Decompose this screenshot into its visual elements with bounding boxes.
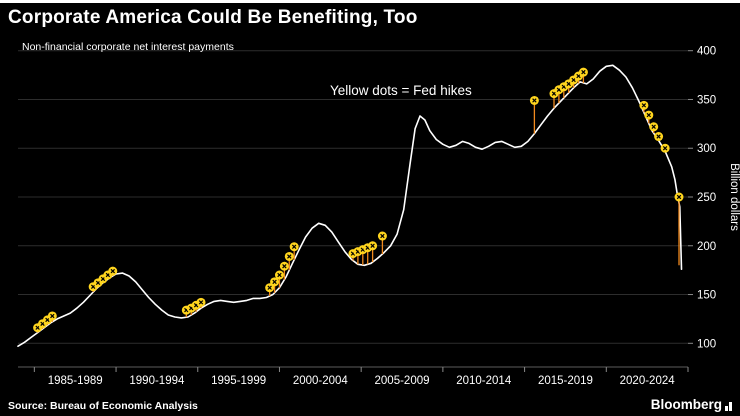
x-tick-label: 1995-1999 xyxy=(211,375,266,387)
source-attribution: Source: Bureau of Economic Analysis xyxy=(8,400,198,412)
y-tick-label: 150 xyxy=(697,290,716,302)
fed-hike-dot xyxy=(529,95,539,105)
chart-title: Corporate America Could Be Benefiting, T… xyxy=(8,7,418,28)
fed-hike-dot xyxy=(649,122,659,132)
y-tick-label: 400 xyxy=(697,46,716,58)
net-interest-line-chart: 100 150 200 250 300 350 400 1985-1989 1990-1994 1… xyxy=(17,46,740,387)
fed-hike-dot xyxy=(368,241,378,251)
y-tick-label: 250 xyxy=(697,192,716,204)
fed-hike-dot xyxy=(289,242,299,252)
chart-footer: Source: Bureau of Economic Analysis Bloo… xyxy=(8,397,732,412)
fed-hike-dot xyxy=(578,67,588,77)
chart-area: 100 150 200 250 300 350 400 1985-1989 1990-1994 1… xyxy=(0,33,740,389)
fed-hike-dot xyxy=(284,251,294,261)
bloomberg-logo: Bloomberg xyxy=(651,397,732,412)
fed-hike-dot xyxy=(639,100,649,110)
net-interest-line xyxy=(17,64,683,347)
fed-hike-dot xyxy=(660,143,670,153)
fed-hike-dot xyxy=(196,297,206,307)
x-tick-label: 2015-2019 xyxy=(538,375,593,387)
x-tick-label: 2010-2014 xyxy=(456,375,512,387)
x-tick-label: 2020-2024 xyxy=(620,375,676,387)
y-tick-label: 350 xyxy=(697,94,716,106)
bloomberg-wordmark: Bloomberg xyxy=(650,397,722,412)
fed-hike-dot xyxy=(108,266,118,276)
chart-subtitle: Non-financial corporate net interest pay… xyxy=(22,41,234,53)
bloomberg-chart-icon xyxy=(725,402,732,412)
fed-hike-dot xyxy=(377,231,387,241)
x-tick-label: 2000-2004 xyxy=(293,375,349,387)
fed-hike-dot xyxy=(644,110,654,120)
x-tick-label: 2005-2009 xyxy=(375,375,430,387)
y-tick-label: 300 xyxy=(697,143,716,155)
fed-hike-dot xyxy=(279,261,289,271)
y-tick-label: 100 xyxy=(697,338,716,350)
fed-hikes-annotation: Yellow dots = Fed hikes xyxy=(330,83,472,98)
fed-hike-dot xyxy=(270,277,280,287)
fed-hike-dot xyxy=(47,311,57,321)
x-tick-label: 1985-1989 xyxy=(48,375,103,387)
fed-hike-dot xyxy=(274,270,284,280)
y-tick-label: 200 xyxy=(697,241,716,253)
x-tick-label: 1990-1994 xyxy=(129,375,185,387)
y-axis-title: Billion dollars xyxy=(728,163,740,231)
fed-hike-dot xyxy=(654,132,664,142)
fed-hike-dot xyxy=(674,192,684,202)
